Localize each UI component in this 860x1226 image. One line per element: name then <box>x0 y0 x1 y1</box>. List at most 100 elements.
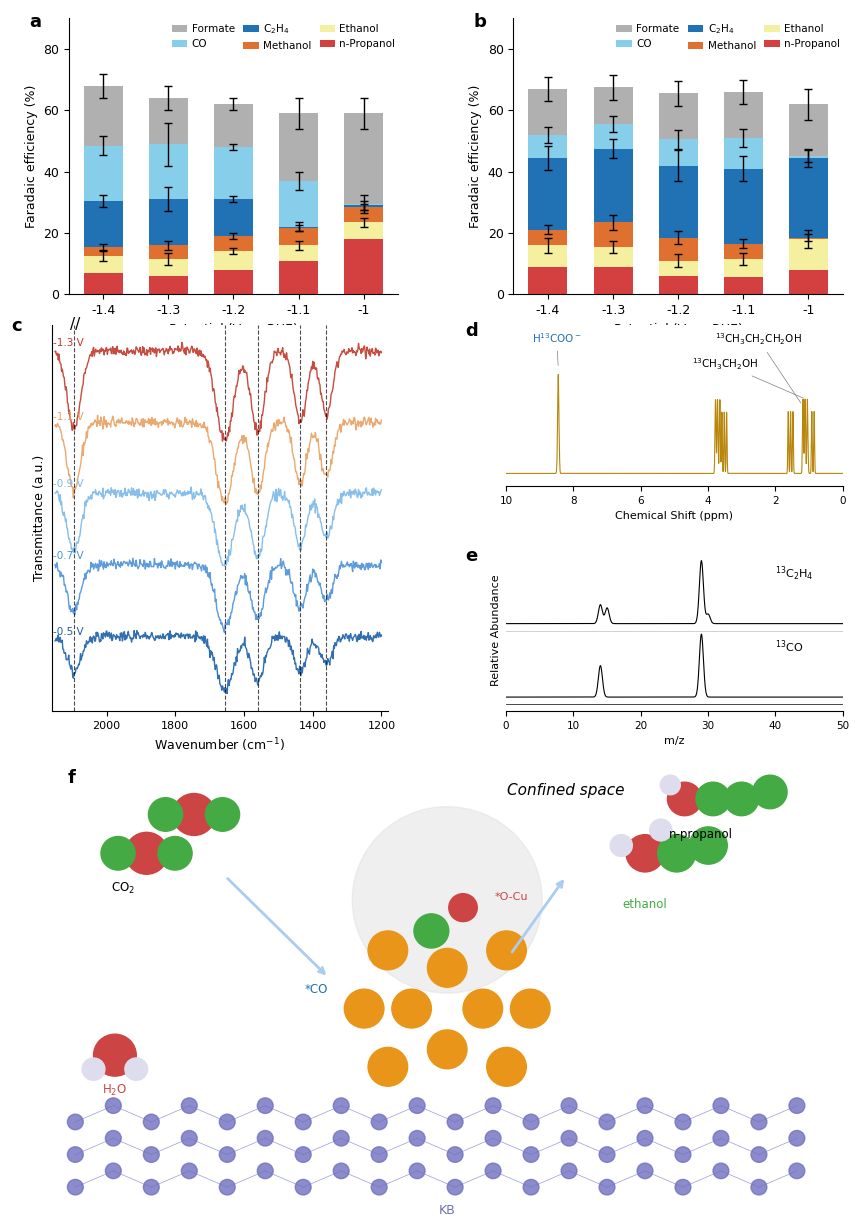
Bar <box>789 157 828 158</box>
Bar <box>528 89 568 135</box>
Bar <box>593 222 633 246</box>
Bar <box>593 87 633 124</box>
Circle shape <box>667 782 702 815</box>
Bar <box>723 92 763 139</box>
Bar <box>83 256 123 272</box>
Text: $^{13}$C$_2$H$_4$: $^{13}$C$_2$H$_4$ <box>776 565 814 584</box>
Text: -0.5 V: -0.5 V <box>53 626 84 638</box>
Circle shape <box>409 1130 425 1146</box>
Circle shape <box>561 1163 577 1178</box>
Bar <box>344 207 384 222</box>
X-axis label: Chemical Shift (ppm): Chemical Shift (ppm) <box>616 511 734 521</box>
Circle shape <box>675 1179 691 1195</box>
Legend: Formate, CO, C$_2$H$_4$, Methanol, Ethanol, n-Propanol: Formate, CO, C$_2$H$_4$, Methanol, Ethan… <box>168 18 400 55</box>
Text: n-propanol: n-propanol <box>668 828 733 841</box>
Circle shape <box>789 1130 805 1146</box>
Text: $^{13}$CH$_3$CH$_2$OH: $^{13}$CH$_3$CH$_2$OH <box>691 357 803 398</box>
Bar <box>528 245 568 266</box>
Circle shape <box>789 1163 805 1178</box>
Bar <box>723 277 763 294</box>
Circle shape <box>106 1163 121 1178</box>
Circle shape <box>713 1098 729 1113</box>
Circle shape <box>523 1114 539 1129</box>
Circle shape <box>637 1163 653 1178</box>
Circle shape <box>409 1163 425 1178</box>
Circle shape <box>690 826 728 864</box>
Bar <box>344 205 384 207</box>
Circle shape <box>637 1130 653 1146</box>
Bar <box>593 266 633 294</box>
Bar <box>83 146 123 201</box>
Circle shape <box>637 1098 653 1113</box>
Circle shape <box>660 775 680 794</box>
Circle shape <box>487 931 526 970</box>
Circle shape <box>144 1146 159 1162</box>
Bar <box>593 246 633 266</box>
Circle shape <box>67 1179 83 1195</box>
Circle shape <box>257 1163 273 1178</box>
Text: $^{13}$CH$_3$CH$_2$CH$_2$OH: $^{13}$CH$_3$CH$_2$CH$_2$OH <box>716 332 802 403</box>
Circle shape <box>409 1098 425 1113</box>
X-axis label: Wavenumber (cm$^{-1}$): Wavenumber (cm$^{-1}$) <box>155 737 286 754</box>
Bar <box>659 93 697 140</box>
Bar <box>528 266 568 294</box>
Circle shape <box>751 1179 767 1195</box>
Bar <box>149 245 188 259</box>
Bar <box>214 235 253 251</box>
Circle shape <box>295 1114 311 1129</box>
Text: -0.9 V: -0.9 V <box>53 479 84 489</box>
Circle shape <box>83 1058 105 1080</box>
Circle shape <box>334 1130 349 1146</box>
Circle shape <box>372 1114 387 1129</box>
Circle shape <box>368 931 408 970</box>
Circle shape <box>675 1114 691 1129</box>
Circle shape <box>485 1098 501 1113</box>
Circle shape <box>257 1098 273 1113</box>
Circle shape <box>599 1114 615 1129</box>
Circle shape <box>144 1179 159 1195</box>
Text: f: f <box>67 770 76 787</box>
Bar <box>214 199 253 235</box>
Bar <box>593 148 633 222</box>
Bar <box>149 276 188 294</box>
Circle shape <box>463 989 502 1027</box>
Circle shape <box>447 1114 463 1129</box>
Bar <box>723 244 763 259</box>
Circle shape <box>149 798 182 831</box>
Circle shape <box>219 1114 235 1129</box>
Y-axis label: Faradaic efficiency (%): Faradaic efficiency (%) <box>470 85 482 228</box>
Circle shape <box>626 835 664 872</box>
Circle shape <box>368 1047 408 1086</box>
Circle shape <box>181 1163 197 1178</box>
Circle shape <box>561 1130 577 1146</box>
Bar <box>344 113 384 204</box>
Circle shape <box>392 989 432 1027</box>
Circle shape <box>94 1035 136 1076</box>
Bar <box>214 251 253 270</box>
Bar <box>214 270 253 294</box>
Circle shape <box>675 1146 691 1162</box>
Circle shape <box>713 1163 729 1178</box>
Bar <box>789 239 828 270</box>
Bar <box>528 230 568 245</box>
Bar <box>279 245 318 260</box>
Text: H$^{13}$COO$^-$: H$^{13}$COO$^-$ <box>531 332 581 365</box>
Circle shape <box>219 1146 235 1162</box>
Bar <box>593 124 633 148</box>
Circle shape <box>523 1179 539 1195</box>
Circle shape <box>427 1030 467 1069</box>
Bar <box>83 201 123 246</box>
Bar <box>723 259 763 277</box>
Text: *CO: *CO <box>304 983 329 996</box>
Circle shape <box>561 1098 577 1113</box>
Bar <box>214 147 253 200</box>
Bar <box>214 104 253 147</box>
Circle shape <box>67 1146 83 1162</box>
Bar <box>344 239 384 294</box>
Bar <box>659 166 697 238</box>
Circle shape <box>485 1163 501 1178</box>
Bar <box>528 135 568 158</box>
Text: $^{13}$CO: $^{13}$CO <box>776 639 804 655</box>
Bar <box>789 158 828 238</box>
Circle shape <box>599 1146 615 1162</box>
